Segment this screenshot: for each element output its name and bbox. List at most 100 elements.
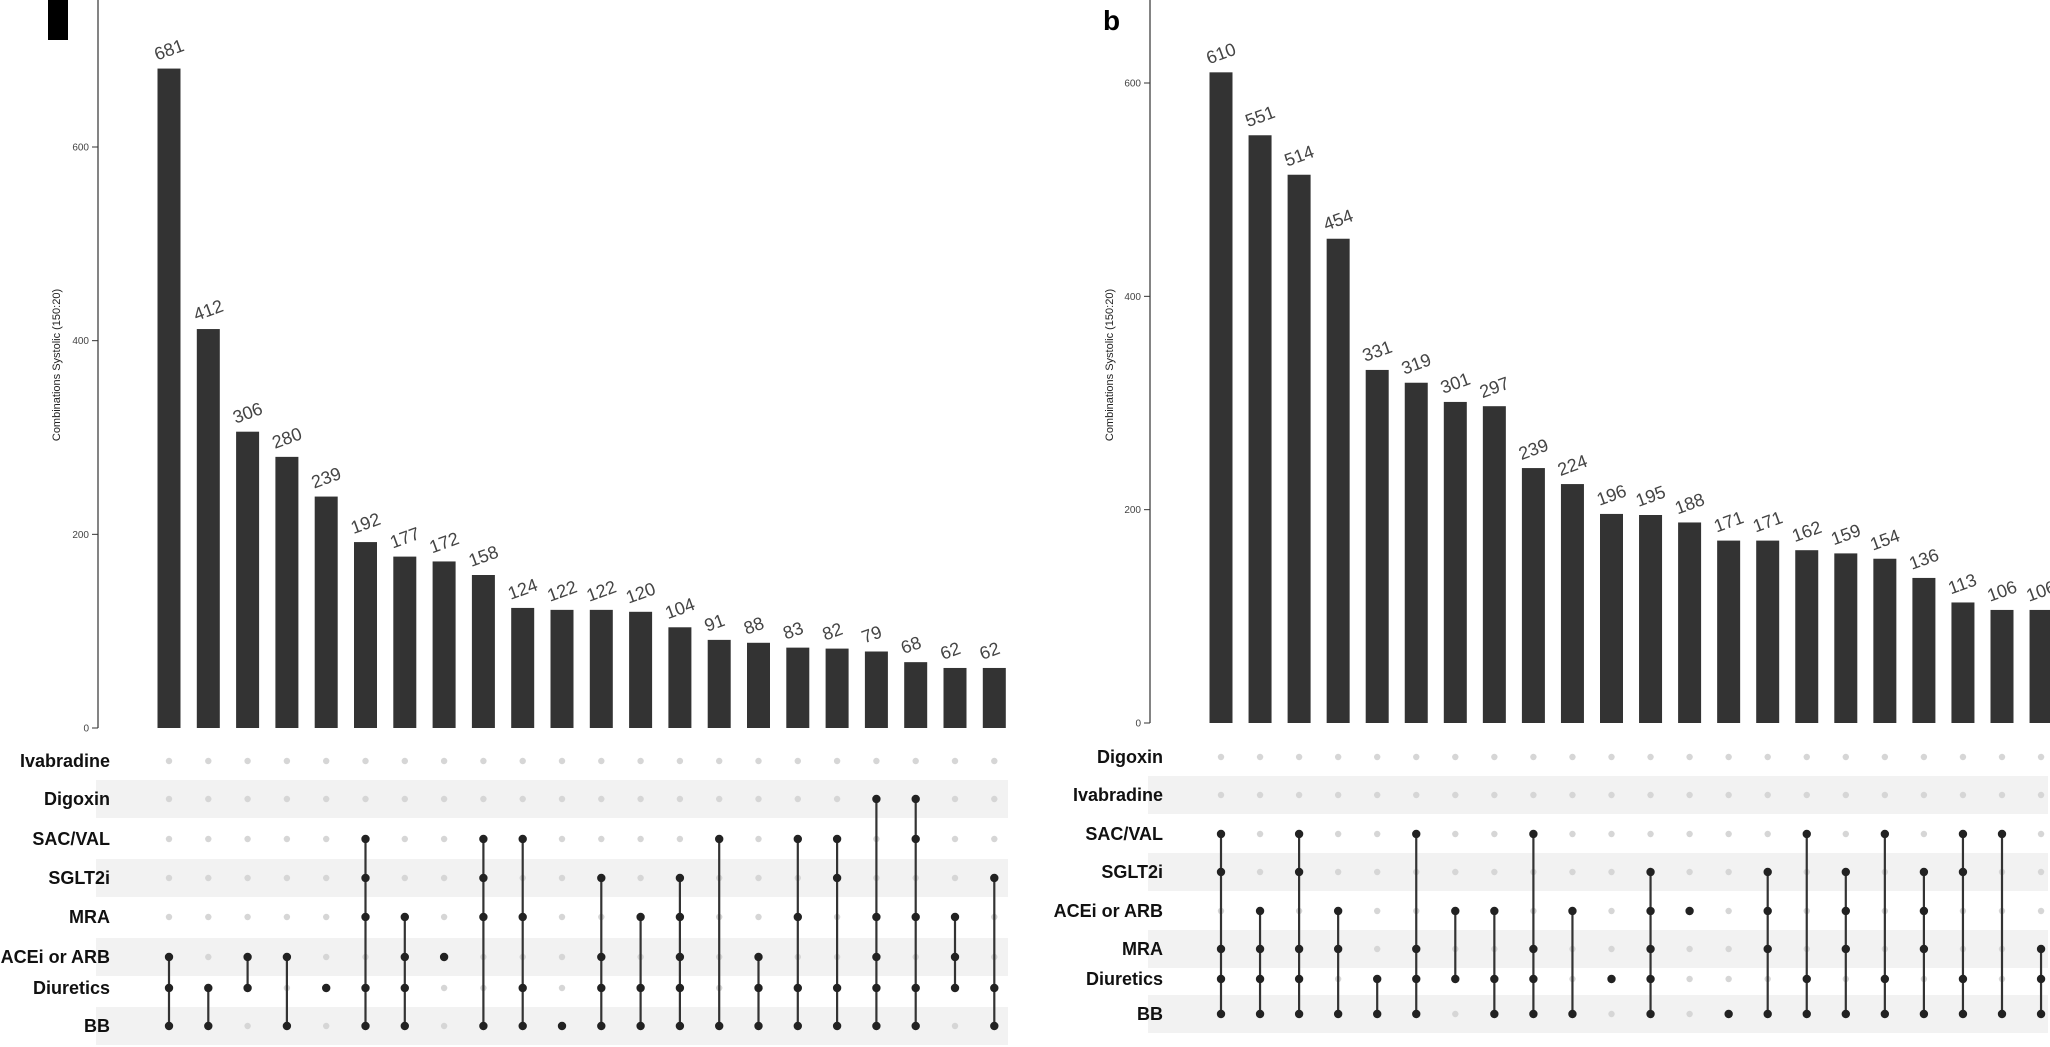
matrix-dot-active <box>950 983 960 993</box>
matrix-dot-active <box>282 952 292 962</box>
matrix-dot-active <box>1294 974 1304 984</box>
matrix-dot-active <box>832 834 842 844</box>
matrix-dot-inactive <box>1452 830 1459 838</box>
panel-a-axes: 0 200 400 600 <box>72 0 99 735</box>
matrix-dot-inactive <box>1569 791 1576 799</box>
matrix-dot-active <box>164 1021 174 1031</box>
matrix-dot-inactive <box>1491 868 1498 876</box>
y-tick-label: 600 <box>1124 79 1141 90</box>
matrix-dot-inactive <box>637 835 644 843</box>
set-label: Digoxin <box>44 789 110 809</box>
matrix-dot-active <box>2036 944 2046 954</box>
matrix-dot-active <box>400 912 409 922</box>
matrix-dot-active <box>282 1021 292 1031</box>
matrix-dot-active <box>1412 829 1421 839</box>
bar <box>1639 515 1663 723</box>
matrix-dot-active <box>1451 974 1460 984</box>
matrix-dot-inactive <box>205 874 212 882</box>
matrix-dot-active <box>1919 867 1929 877</box>
matrix-dot-inactive <box>598 835 605 843</box>
matrix-dot-inactive <box>1725 945 1732 953</box>
matrix-dot-active <box>1216 829 1226 839</box>
matrix-dot-inactive <box>1608 753 1615 761</box>
matrix-dot-active <box>1216 867 1226 877</box>
matrix-dot-active <box>1294 829 1304 839</box>
matrix-dot-active <box>950 912 960 922</box>
matrix-dot-inactive <box>1803 791 1810 799</box>
matrix-dot-active <box>872 952 881 962</box>
matrix-dot-inactive <box>1959 753 1967 761</box>
bar <box>550 609 574 728</box>
set-label: SGLT2i <box>1101 862 1163 882</box>
bar <box>157 68 181 728</box>
set-label: ACEi or ARB <box>1 947 110 967</box>
matrix-dot-inactive <box>794 757 801 765</box>
bar <box>1795 550 1819 723</box>
matrix-dot-inactive <box>1256 830 1264 838</box>
matrix-dot-active <box>479 873 488 883</box>
bar <box>747 642 770 728</box>
bar <box>1990 609 2014 723</box>
matrix-dot-active <box>1490 974 1499 984</box>
y-tick-label: 0 <box>83 724 89 735</box>
matrix-dot-inactive <box>1842 791 1850 799</box>
matrix-dot-active <box>1294 944 1304 954</box>
matrix-row-band <box>96 1007 1008 1045</box>
matrix-dot-active <box>518 912 527 922</box>
matrix-dot-inactive <box>1295 791 1303 799</box>
panel-a: a Combinations Systolic (150:20) 0 200 400… <box>1 0 1008 1045</box>
matrix-dot-inactive <box>205 757 212 765</box>
matrix-dot-active <box>832 983 842 993</box>
matrix-dot-active <box>793 834 802 844</box>
matrix-dot-inactive <box>165 795 173 803</box>
panel-b-matrix: Digoxin Ivabradine SAC/VAL SGLT2i ACEi or AR… <box>1054 747 2048 1033</box>
matrix-dot-inactive <box>440 795 448 803</box>
matrix-dot-active <box>400 1021 409 1031</box>
bar <box>1287 174 1311 723</box>
matrix-dot-active <box>1841 944 1851 954</box>
matrix-dot-inactive <box>1725 868 1732 876</box>
matrix-dot-inactive <box>1686 1010 1693 1018</box>
matrix-dot-inactive <box>1217 753 1225 761</box>
matrix-dot-active <box>675 983 685 993</box>
matrix-dot-inactive <box>833 757 841 765</box>
matrix-dot-inactive <box>1608 1010 1615 1018</box>
bar <box>236 431 260 728</box>
matrix-dot-inactive <box>1452 1010 1459 1018</box>
matrix-dot-inactive <box>991 757 998 765</box>
bar <box>1600 513 1623 723</box>
matrix-dot-active <box>636 983 645 993</box>
matrix-dot-active <box>793 1021 802 1031</box>
matrix-dot-inactive <box>1452 791 1459 799</box>
matrix-dot-active <box>675 873 685 883</box>
matrix-dot-inactive <box>912 757 919 765</box>
matrix-dot-active <box>1646 974 1655 984</box>
matrix-dot-active <box>2036 1009 2046 1019</box>
matrix-dot-active <box>754 952 763 962</box>
bar <box>196 329 220 728</box>
matrix-dot-inactive <box>244 757 251 765</box>
matrix-dot-inactive <box>1881 791 1889 799</box>
matrix-dot-inactive <box>1881 753 1889 761</box>
matrix-dot-inactive <box>323 953 330 961</box>
matrix-dot-active <box>1763 906 1772 916</box>
matrix-dot-active <box>872 794 881 804</box>
matrix-dot-active <box>1490 1009 1499 1019</box>
matrix-dot-inactive <box>1608 791 1615 799</box>
matrix-dot-inactive <box>1920 830 1928 838</box>
matrix-dot-inactive <box>362 757 369 765</box>
matrix-dot-inactive <box>165 835 173 843</box>
matrix-dot-inactive <box>558 984 566 992</box>
bar <box>1756 540 1780 723</box>
matrix-dot-active <box>1724 1009 1733 1019</box>
matrix-dot-inactive <box>1295 753 1303 761</box>
matrix-row-band <box>1148 930 2048 968</box>
matrix-dot-active <box>597 952 606 962</box>
matrix-dot-inactive <box>244 1022 251 1030</box>
matrix-dot-inactive <box>283 913 291 921</box>
matrix-dot-active <box>1646 906 1655 916</box>
bar <box>1209 72 1233 724</box>
matrix-dot-active <box>1997 829 2007 839</box>
matrix-dot-inactive <box>519 757 526 765</box>
matrix-dot-inactive <box>637 757 644 765</box>
